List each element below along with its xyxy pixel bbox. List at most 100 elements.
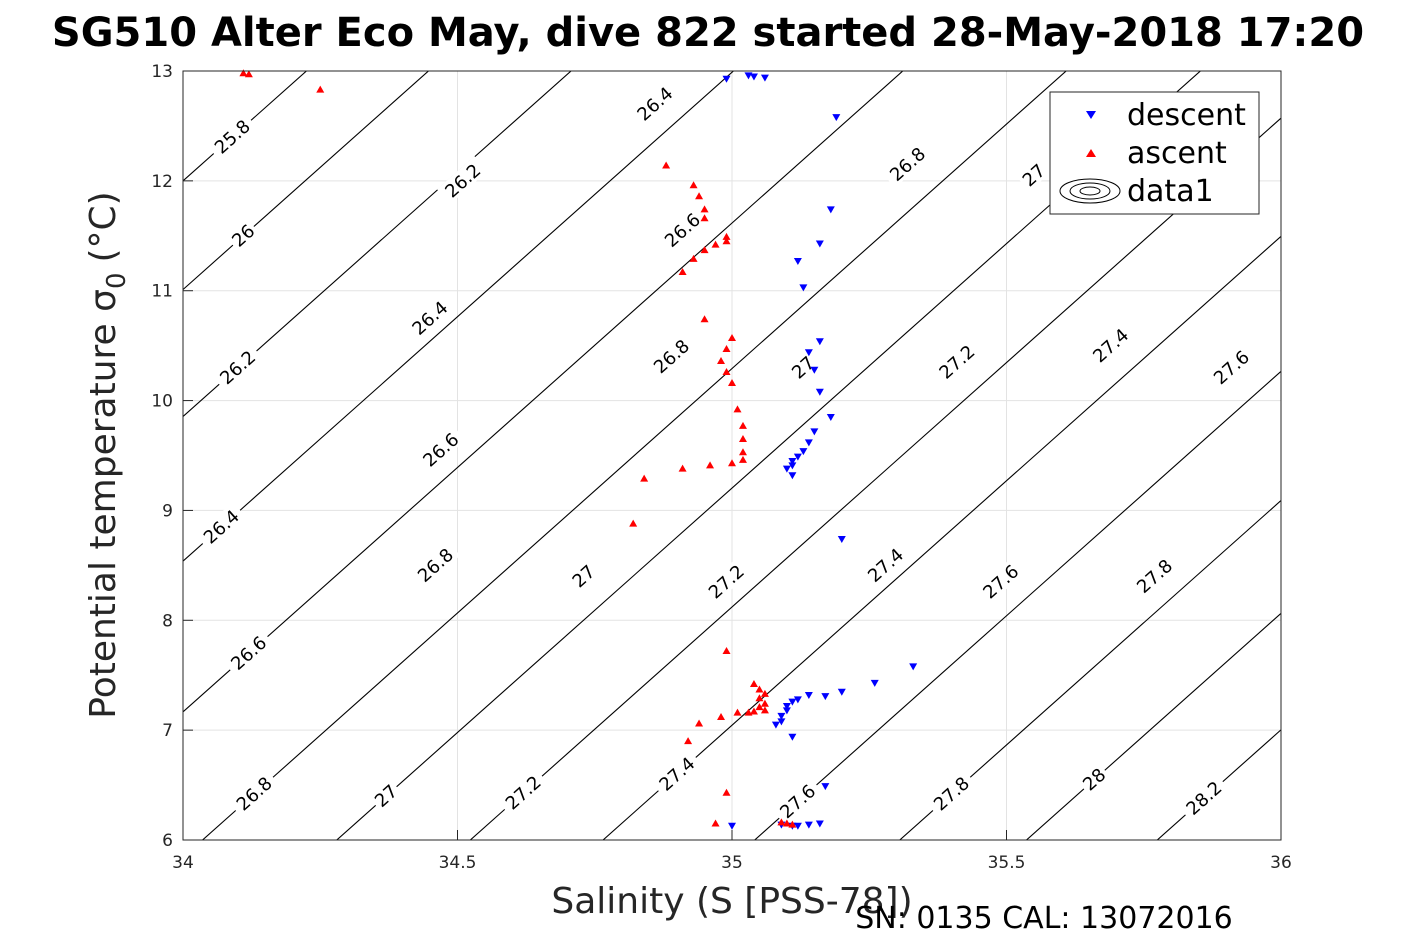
descent-point <box>870 679 879 687</box>
ascent-point <box>684 737 693 745</box>
ascent-point <box>695 192 704 200</box>
y-tick-label: 13 <box>151 62 173 82</box>
contour-label-gap <box>1016 157 1051 192</box>
descent-point <box>793 453 802 461</box>
ascent-point <box>749 707 758 715</box>
ascent-point <box>678 268 687 276</box>
contour-label-gap <box>881 139 933 188</box>
descent-point <box>815 240 824 248</box>
isopycnal-26.2 <box>183 71 572 418</box>
contour-label-gap <box>975 556 1026 606</box>
legend-ascent-marker <box>1086 149 1096 157</box>
serial-calibration-footer: SN: 0135 CAL: 13072016 <box>855 901 1233 936</box>
descent-point <box>788 698 797 706</box>
ascent-point <box>722 647 731 655</box>
y-tick-label: 7 <box>162 721 173 741</box>
ascent-point <box>755 685 764 693</box>
descent-point <box>821 783 830 791</box>
ascent-point <box>738 455 747 463</box>
descent-point <box>777 718 786 726</box>
y-axis-label: Potential temperature σ0 (°C) <box>83 191 132 718</box>
descent-point <box>832 114 841 122</box>
y-axis-label-main: Potential temperature σ <box>83 289 124 719</box>
descent-point <box>793 822 802 830</box>
descent-point <box>760 74 769 82</box>
y-tick-label: 8 <box>162 611 173 631</box>
legend-box <box>1049 91 1260 215</box>
ascent-point <box>760 699 769 707</box>
ascent-point <box>689 254 698 262</box>
legend-descent-marker <box>1086 111 1096 119</box>
x-tick-label: 34.5 <box>439 853 477 873</box>
descent-point <box>837 688 846 696</box>
ascent-point <box>744 708 753 716</box>
descent-point <box>722 75 731 83</box>
ascent-point <box>722 788 731 796</box>
y-tick-label: 9 <box>162 501 173 521</box>
contour-label-gap <box>222 628 274 677</box>
ascent-point <box>777 818 786 826</box>
ascent-point <box>728 459 736 467</box>
legend-data1-label: data1 <box>1127 174 1214 209</box>
legend-contour-icon <box>1059 178 1121 204</box>
contour-label-gap <box>651 749 702 798</box>
descent-point <box>793 258 802 266</box>
ascent-point <box>733 708 742 716</box>
descent-point <box>815 338 824 346</box>
ascent-point <box>788 820 797 828</box>
contour-label-gap <box>700 556 752 606</box>
descent-point <box>810 428 819 436</box>
descent-point <box>728 822 736 830</box>
descent-point <box>788 472 797 480</box>
y-axis-ticks: 6 7 8 9 10 11 12 13 <box>151 62 193 851</box>
contour-label-gap <box>565 558 601 593</box>
descent-point <box>782 465 791 473</box>
contour-label-gap <box>785 350 820 384</box>
contour-label-gap <box>645 331 697 380</box>
x-tick-label: 35 <box>721 853 743 873</box>
contour-label-gap <box>409 540 461 589</box>
ascent-point <box>689 181 698 189</box>
descent-point <box>782 702 791 710</box>
contour-label-gap <box>404 293 455 342</box>
ascent-point <box>695 719 704 727</box>
descent-point <box>749 73 758 81</box>
descent-point <box>821 693 830 701</box>
descent-point <box>799 448 808 456</box>
contour-label-gap <box>1205 342 1257 391</box>
ascent-point <box>700 246 709 254</box>
ascent-point <box>755 703 764 711</box>
contour-label-gap <box>368 778 403 813</box>
y-axis-label-subscript: 0 <box>102 272 132 289</box>
descent-point <box>788 457 797 465</box>
contour-label-gap <box>1178 773 1229 822</box>
x-tick-label: 36 <box>1270 853 1292 873</box>
y-tick-label: 10 <box>151 392 173 412</box>
contour-label-gap <box>931 337 982 386</box>
ascent-point <box>722 237 731 245</box>
descent-point <box>909 663 918 671</box>
descent-point <box>837 535 846 543</box>
contour-label-gap <box>925 769 977 818</box>
descent-point <box>826 414 835 422</box>
ascent-point <box>640 474 649 482</box>
y-tick-label: 12 <box>151 172 173 192</box>
contour-label-gap <box>211 342 263 391</box>
ascent-point <box>717 357 726 365</box>
isopycnal-26.6 <box>183 71 904 713</box>
ascent-point <box>316 85 325 93</box>
descent-point <box>810 366 819 374</box>
descent-point <box>815 388 824 396</box>
ascent-point <box>782 819 791 827</box>
isopycnal-26 <box>183 71 430 291</box>
contour-label-gap <box>437 156 488 205</box>
contour-label-gap <box>415 425 466 474</box>
x-axis-label: Salinity (S [PSS-78]) <box>551 881 912 922</box>
legend: descent ascent data1 <box>1049 91 1260 215</box>
ascent-point <box>711 240 720 248</box>
ascent-point <box>244 70 253 78</box>
contour-label-gap <box>1076 762 1111 796</box>
ascent-point <box>728 378 736 386</box>
ascent-point <box>722 344 731 352</box>
